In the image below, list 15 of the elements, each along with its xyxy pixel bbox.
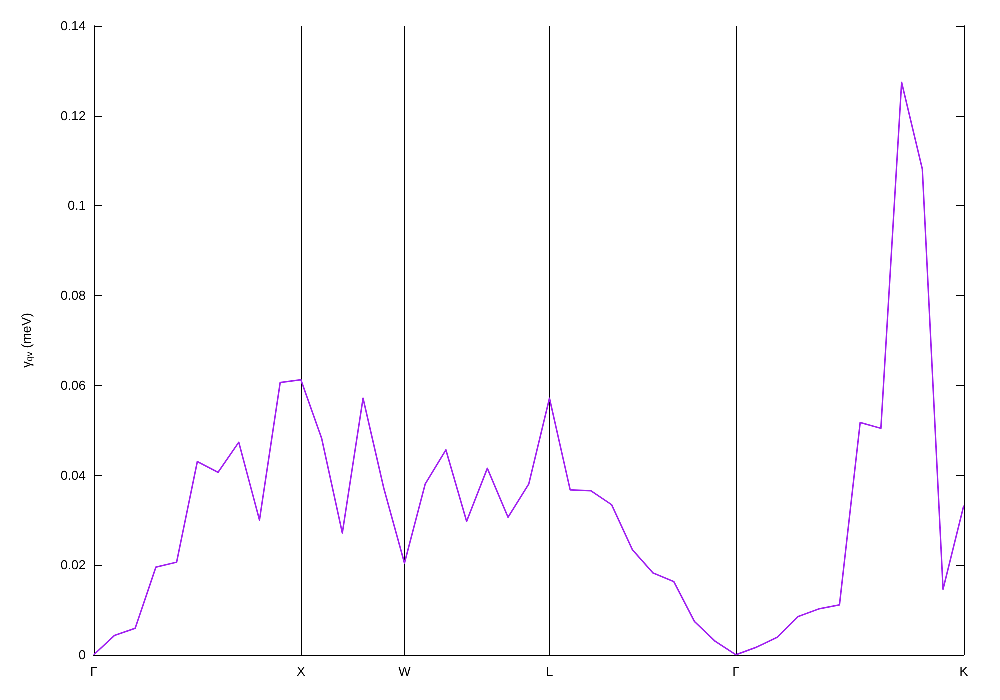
x-tick-label: X	[296, 664, 306, 679]
y-tick-label: 0.14	[60, 18, 86, 34]
y-tick-label: 0	[78, 648, 86, 662]
y-axis-title: γqv (meV)	[19, 312, 34, 368]
x-tick-label: Γ	[90, 664, 98, 679]
y-tick-label: 0.06	[60, 378, 86, 393]
y-tick-label: 0.02	[60, 558, 86, 573]
y-tick-label: 0.04	[60, 468, 86, 483]
x-tick-label: W	[398, 664, 412, 679]
x-tick-label: K	[960, 664, 969, 679]
y-tick-label: 0.12	[60, 108, 86, 124]
x-tick-label: L	[546, 664, 554, 679]
x-tick-label: Γ	[732, 664, 740, 679]
y-tick-label: 0.1	[68, 198, 86, 214]
y-tick-label: 0.08	[60, 288, 86, 304]
